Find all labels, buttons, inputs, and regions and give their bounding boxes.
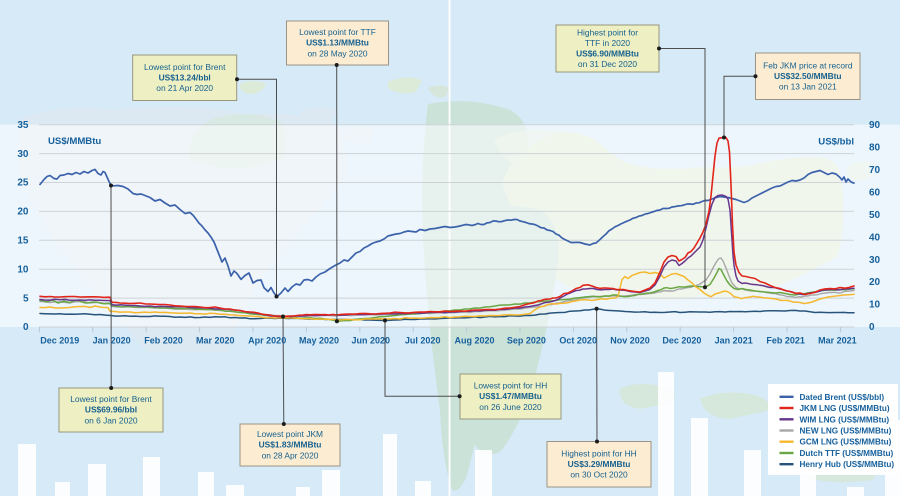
svg-text:US$/bbl: US$/bbl (818, 137, 854, 148)
svg-text:Dutch TTF (US$/MMBtu): Dutch TTF (US$/MMBtu) (800, 449, 894, 458)
svg-text:US$/MMBtu: US$/MMBtu (48, 136, 101, 147)
svg-text:Jun 2020: Jun 2020 (352, 336, 391, 346)
svg-text:Feb 2021: Feb 2021 (766, 336, 805, 346)
svg-text:on 28 Apr 2020: on 28 Apr 2020 (262, 450, 319, 460)
svg-text:35: 35 (17, 120, 29, 131)
svg-text:30: 30 (17, 149, 29, 160)
svg-text:20: 20 (17, 207, 29, 218)
svg-text:0: 0 (869, 322, 875, 333)
svg-text:20: 20 (869, 277, 881, 288)
svg-text:NEW LNG (US$/MMBtu): NEW LNG (US$/MMBtu) (800, 427, 892, 436)
svg-text:10: 10 (17, 264, 29, 275)
svg-text:on 26 June 2020: on 26 June 2020 (479, 402, 542, 412)
svg-text:30: 30 (869, 255, 881, 266)
svg-text:May 2020: May 2020 (299, 336, 339, 346)
svg-text:Lowest point JKM: Lowest point JKM (257, 429, 323, 439)
svg-text:Lowest point for TTF: Lowest point for TTF (299, 27, 376, 37)
svg-text:Lowest point for HH: Lowest point for HH (474, 381, 548, 391)
svg-text:Highest point for HH: Highest point for HH (561, 448, 636, 458)
svg-text:on 13 Jan 2021: on 13 Jan 2021 (779, 82, 837, 92)
svg-text:JKM LNG (US$/MMBtu): JKM LNG (US$/MMBtu) (800, 404, 890, 413)
svg-text:US$69.96/bbl: US$69.96/bbl (85, 405, 137, 415)
svg-text:Jan 2020: Jan 2020 (93, 336, 131, 346)
svg-text:Mar 2020: Mar 2020 (196, 336, 235, 346)
svg-text:US$32.50/MMBtu: US$32.50/MMBtu (774, 71, 841, 81)
svg-text:Dec 2020: Dec 2020 (662, 336, 701, 346)
svg-text:5: 5 (23, 293, 29, 304)
svg-text:Jul 2020: Jul 2020 (405, 336, 441, 346)
svg-text:90: 90 (869, 120, 881, 131)
svg-text:50: 50 (869, 210, 881, 221)
svg-text:Oct 2020: Oct 2020 (559, 336, 597, 346)
svg-text:Lowest point for Brent: Lowest point for Brent (70, 394, 152, 404)
svg-text:Nov 2020: Nov 2020 (610, 336, 650, 346)
svg-text:Jan 2021: Jan 2021 (715, 336, 753, 346)
svg-text:25: 25 (17, 178, 29, 189)
svg-text:Mar 2021: Mar 2021 (818, 336, 857, 346)
svg-text:80: 80 (869, 142, 881, 153)
svg-text:on 6 Jan 2020: on 6 Jan 2020 (84, 415, 137, 425)
svg-text:US$1.13/MMBtu: US$1.13/MMBtu (306, 38, 369, 48)
svg-text:on 30 Oct 2020: on 30 Oct 2020 (570, 470, 628, 480)
svg-text:on 31 Dec 2020: on 31 Dec 2020 (578, 59, 637, 69)
svg-text:US$13.24/bbl: US$13.24/bbl (159, 72, 211, 82)
svg-text:15: 15 (17, 236, 29, 247)
svg-text:Feb JKM price at record: Feb JKM price at record (763, 60, 853, 70)
svg-text:GCM LNG (US$/MMBtu): GCM LNG (US$/MMBtu) (800, 438, 892, 447)
svg-text:on 28 May 2020: on 28 May 2020 (307, 48, 367, 58)
svg-text:Dec 2019: Dec 2019 (40, 336, 79, 346)
svg-text:70: 70 (869, 165, 881, 176)
svg-text:TTF in 2020: TTF in 2020 (585, 38, 630, 48)
svg-text:US$3.29/MMBtu: US$3.29/MMBtu (568, 459, 631, 469)
svg-text:Lowest point for Brent: Lowest point for Brent (144, 62, 226, 72)
svg-text:60: 60 (869, 187, 881, 198)
svg-text:Feb 2020: Feb 2020 (144, 336, 183, 346)
svg-text:10: 10 (869, 300, 881, 311)
svg-text:US$1.47/MMBtu: US$1.47/MMBtu (479, 391, 542, 401)
svg-text:US$1.83/MMBtu: US$1.83/MMBtu (259, 440, 322, 450)
svg-text:0: 0 (23, 322, 29, 333)
svg-text:on 21 Apr 2020: on 21 Apr 2020 (156, 83, 213, 93)
svg-text:US$6.90/MMBtu: US$6.90/MMBtu (576, 49, 639, 59)
svg-text:Sep 2020: Sep 2020 (507, 336, 546, 346)
svg-text:Apr 2020: Apr 2020 (248, 336, 286, 346)
svg-text:Henry Hub (US$/MMBtu): Henry Hub (US$/MMBtu) (800, 460, 895, 469)
svg-text:Aug 2020: Aug 2020 (454, 336, 494, 346)
svg-text:40: 40 (869, 232, 881, 243)
svg-text:Dated Brent (US$/bbl): Dated Brent (US$/bbl) (800, 393, 885, 402)
svg-text:Highest point for: Highest point for (577, 27, 638, 37)
svg-text:WIM LNG (US$/MMBtu): WIM LNG (US$/MMBtu) (800, 415, 890, 424)
